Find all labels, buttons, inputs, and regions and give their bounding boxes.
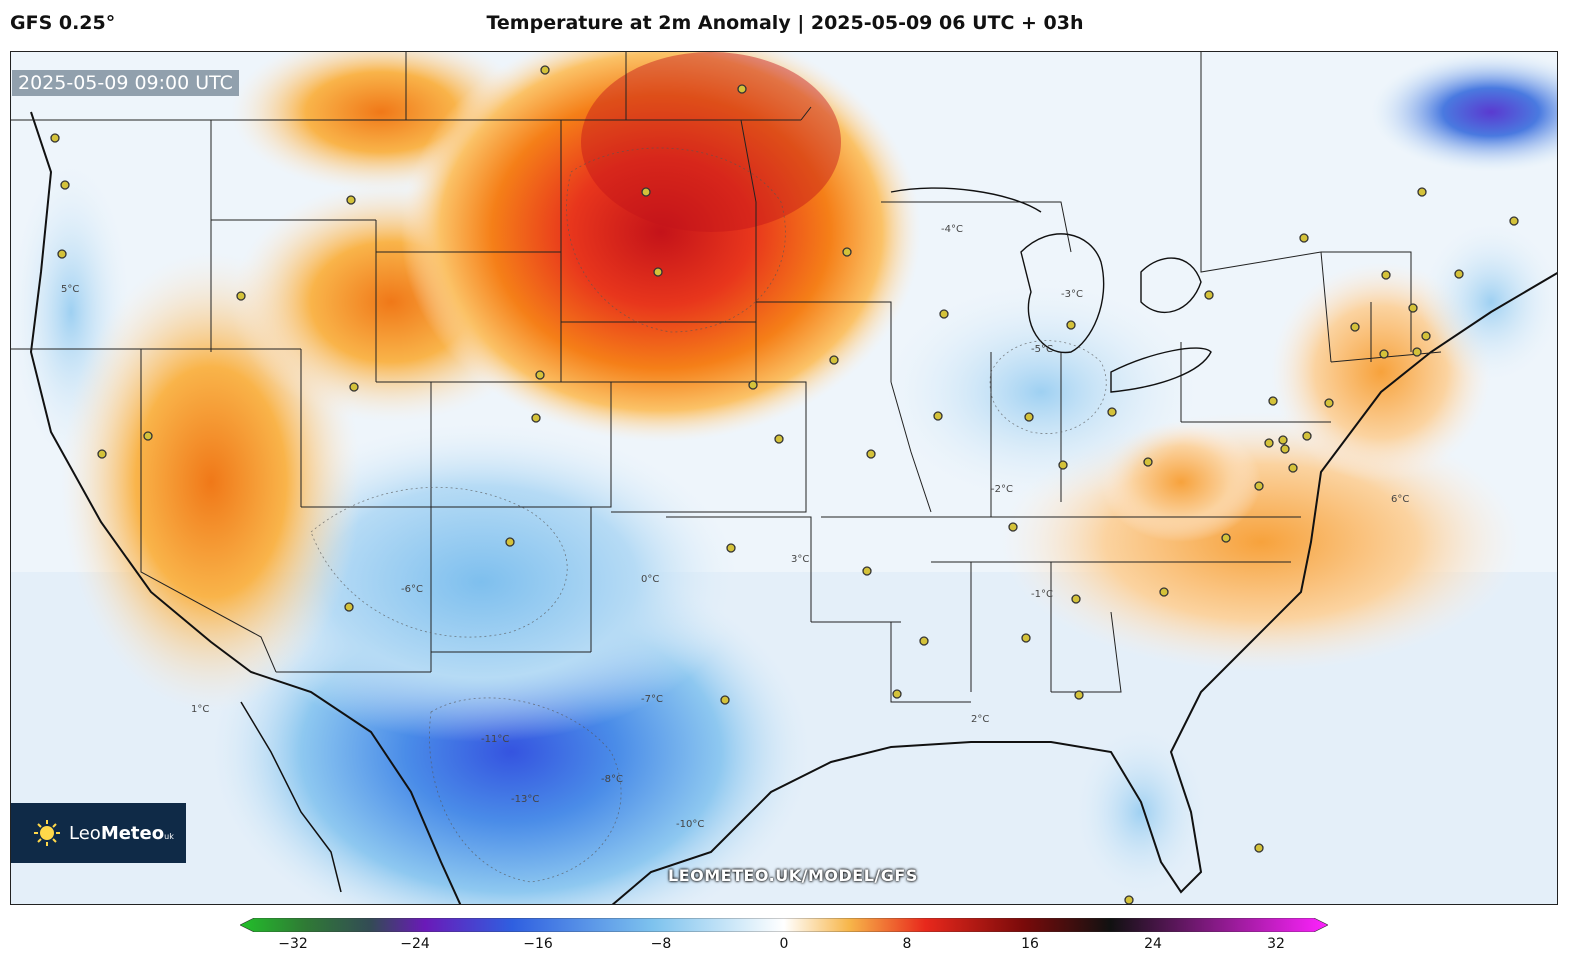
- contour-label: 2°C: [971, 714, 989, 725]
- contour-label: 1°C: [191, 704, 209, 715]
- chart-title: Temperature at 2m Anomaly | 2025-05-09 0…: [486, 12, 1084, 34]
- contour-label: -4°C: [941, 224, 963, 235]
- northern-plains-hot-anomaly: [401, 52, 921, 442]
- model-label: GFS 0.25°: [10, 12, 116, 34]
- contour-label: -13°C: [511, 794, 539, 805]
- city-markers: [50, 65, 1519, 904]
- contour-label: -2°C: [991, 484, 1013, 495]
- colorbar-tick: 32: [1267, 936, 1285, 952]
- contour-label: -10°C: [676, 819, 704, 830]
- contour-label: -7°C: [641, 694, 663, 705]
- brand-name: LeoMeteouk: [69, 822, 174, 844]
- quebec-cold-anomaly: [1371, 52, 1557, 172]
- colorbar-tick: 8: [902, 936, 912, 952]
- great-lakes-cool-anomaly: [881, 282, 1201, 502]
- colorbar-tick: −8: [650, 936, 672, 952]
- contour-label: -1°C: [1031, 589, 1053, 600]
- contour-label: 6°C: [1391, 494, 1409, 505]
- anomaly-map: -5°C -4°C -3°C -2°C -1°C 0°C 1°C 2°C 3°C…: [11, 52, 1557, 904]
- colorbar-tick: −32: [278, 936, 308, 952]
- colorbar-tick: 24: [1144, 936, 1162, 952]
- sun-icon: [33, 819, 61, 847]
- contour-label: -5°C: [1031, 344, 1053, 355]
- colorbar-tick: −24: [400, 936, 430, 952]
- contour-label: 0°C: [641, 574, 659, 585]
- map-area[interactable]: -5°C -4°C -3°C -2°C -1°C 0°C 1°C 2°C 3°C…: [10, 51, 1558, 905]
- colorbar-tick: 0: [779, 936, 789, 952]
- colorbar-tick: 16: [1021, 936, 1039, 952]
- contour-label: -8°C: [601, 774, 623, 785]
- colorbar-tick: −16: [523, 936, 553, 952]
- state-borders: [11, 52, 1442, 703]
- contour-label: 3°C: [791, 554, 809, 565]
- valid-time-label: 2025-05-09 09:00 UTC: [12, 70, 239, 96]
- contour-label: -3°C: [1061, 289, 1083, 300]
- great-lakes: [890, 187, 1212, 393]
- coastline: [29, 111, 1557, 904]
- colorbar: [240, 918, 1328, 932]
- source-watermark: LEOMETEO.UK/MODEL/GFS: [668, 866, 918, 885]
- contour-label: -11°C: [481, 734, 509, 745]
- contour-label: 5°C: [61, 284, 79, 295]
- contour-label: -6°C: [401, 584, 423, 595]
- brand-logo[interactable]: LeoMeteouk: [11, 803, 186, 863]
